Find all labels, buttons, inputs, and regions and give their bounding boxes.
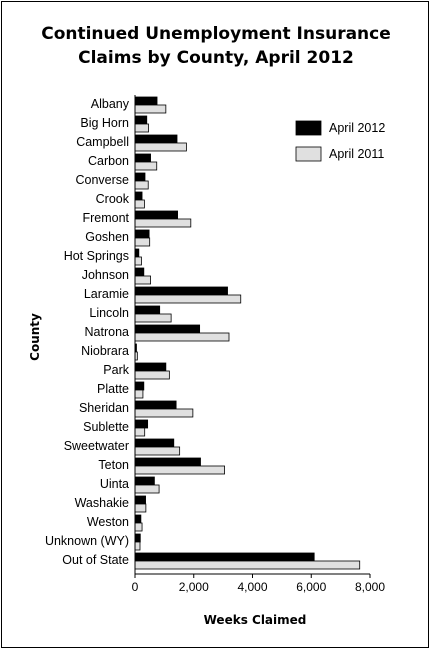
- category-label-uinta: Uinta: [100, 477, 129, 491]
- bar-april-2011-crook: [134, 199, 145, 209]
- category-label-unknown-wy: Unknown (WY): [45, 534, 129, 548]
- category-label-carbon: Carbon: [88, 154, 129, 168]
- bar-april-2011-weston: [134, 522, 143, 532]
- category-label-sheridan: Sheridan: [79, 401, 129, 415]
- chart-title: Continued Unemployment Insurance Claims …: [0, 22, 432, 70]
- legend-swatch-april-2011: [295, 146, 322, 162]
- bars-group: [134, 96, 361, 570]
- bar-april-2012-crook: [134, 191, 143, 201]
- legend-label-april-2012: April 2012: [329, 121, 385, 135]
- bar-april-2011-uinta: [134, 484, 160, 494]
- bar-april-2011-laramie: [134, 294, 242, 304]
- bar-april-2011-carbon: [134, 161, 158, 171]
- bar-april-2011-fremont: [134, 218, 192, 228]
- bar-april-2011-big-horn: [134, 123, 149, 133]
- bar-april-2012-teton: [134, 457, 201, 467]
- bar-april-2011-hot-springs: [134, 256, 142, 266]
- bar-april-2012-unknown-wy: [134, 533, 141, 543]
- bar-april-2012-johnson: [134, 267, 145, 277]
- x-tick-label: 0: [132, 580, 139, 594]
- chart-title-line1: Continued Unemployment Insurance: [41, 24, 391, 44]
- bar-april-2011-teton: [134, 465, 225, 475]
- bar-april-2012-goshen: [134, 229, 150, 239]
- bar-april-2011-sublette: [134, 427, 146, 437]
- category-label-washakie: Washakie: [75, 496, 129, 510]
- bar-april-2012-carbon: [134, 153, 151, 163]
- legend-label-april-2011: April 2011: [329, 147, 384, 161]
- bar-april-2012-washakie: [134, 495, 146, 505]
- bar-april-2012-laramie: [134, 286, 228, 296]
- category-label-fremont: Fremont: [82, 211, 129, 225]
- category-label-converse: Converse: [76, 173, 130, 187]
- bar-april-2012-albany: [134, 96, 158, 106]
- bar-april-2012-converse: [134, 172, 146, 182]
- category-label-sublette: Sublette: [83, 420, 129, 434]
- axes-group: 0 2,000 4,000 6,000 8,000: [132, 95, 385, 594]
- bar-april-2012-campbell: [134, 134, 178, 144]
- bar-april-2012-uinta: [134, 476, 155, 486]
- bar-april-2012-sheridan: [134, 400, 177, 410]
- category-label-sweetwater: Sweetwater: [64, 439, 129, 453]
- bar-april-2012-fremont: [134, 210, 178, 220]
- category-label-crook: Crook: [96, 192, 130, 206]
- bar-april-2011-platte: [134, 389, 144, 399]
- category-label-platte: Platte: [97, 382, 129, 396]
- y-axis-label: County: [28, 313, 42, 361]
- x-tick-label: 6,000: [296, 580, 326, 594]
- x-tick-label: 8,000: [355, 580, 385, 594]
- bar-april-2011-albany: [134, 104, 167, 114]
- bar-april-2012-out-of-state: [134, 552, 315, 562]
- bar-april-2012-lincoln: [134, 305, 161, 315]
- bar-april-2011-sheridan: [134, 408, 194, 418]
- bar-april-2012-natrona: [134, 324, 201, 334]
- category-label-niobrara: Niobrara: [81, 344, 129, 358]
- category-label-johnson: Johnson: [82, 268, 129, 282]
- bar-april-2011-campbell: [134, 142, 187, 152]
- category-labels: Albany Big Horn Campbell Carbon Converse Croo…: [45, 97, 130, 567]
- bar-april-2011-washakie: [134, 503, 147, 513]
- category-label-natrona: Natrona: [85, 325, 130, 339]
- bar-april-2012-big-horn: [134, 115, 148, 125]
- bar-april-2011-goshen: [134, 237, 151, 247]
- x-tick-label: 2,000: [179, 580, 209, 594]
- bar-april-2012-platte: [134, 381, 145, 391]
- bar-april-2011-out-of-state: [134, 560, 361, 570]
- legend-swatch-april-2012: [295, 120, 322, 136]
- category-label-campbell: Campbell: [76, 135, 129, 149]
- category-label-park: Park: [103, 363, 129, 377]
- bar-april-2011-park: [134, 370, 170, 380]
- category-label-hot-springs: Hot Springs: [64, 249, 129, 263]
- bar-april-2011-lincoln: [134, 313, 172, 323]
- legend: April 2012 April 2011: [295, 120, 385, 162]
- category-label-laramie: Laramie: [84, 287, 129, 301]
- bar-april-2011-natrona: [134, 332, 230, 342]
- bar-april-2011-unknown-wy: [134, 541, 141, 551]
- bar-april-2012-hot-springs: [134, 248, 140, 258]
- bar-april-2012-park: [134, 362, 167, 372]
- category-label-weston: Weston: [87, 515, 129, 529]
- x-axis-label: Weeks Claimed: [204, 613, 307, 627]
- category-label-out-of-state: Out of State: [62, 553, 129, 567]
- category-label-albany: Albany: [91, 97, 130, 111]
- category-label-lincoln: Lincoln: [89, 306, 129, 320]
- bar-april-2011-johnson: [134, 275, 151, 285]
- category-label-big-horn: Big Horn: [80, 116, 129, 130]
- bar-april-2012-sublette: [134, 419, 149, 429]
- category-label-goshen: Goshen: [85, 230, 129, 244]
- category-label-teton: Teton: [98, 458, 129, 472]
- bar-april-2012-weston: [134, 514, 142, 524]
- bar-april-2011-sweetwater: [134, 446, 181, 456]
- x-tick-label: 4,000: [237, 580, 267, 594]
- bar-april-2011-converse: [134, 180, 149, 190]
- chart-title-line2: Claims by County, April 2012: [78, 48, 354, 68]
- bar-april-2012-sweetwater: [134, 438, 175, 448]
